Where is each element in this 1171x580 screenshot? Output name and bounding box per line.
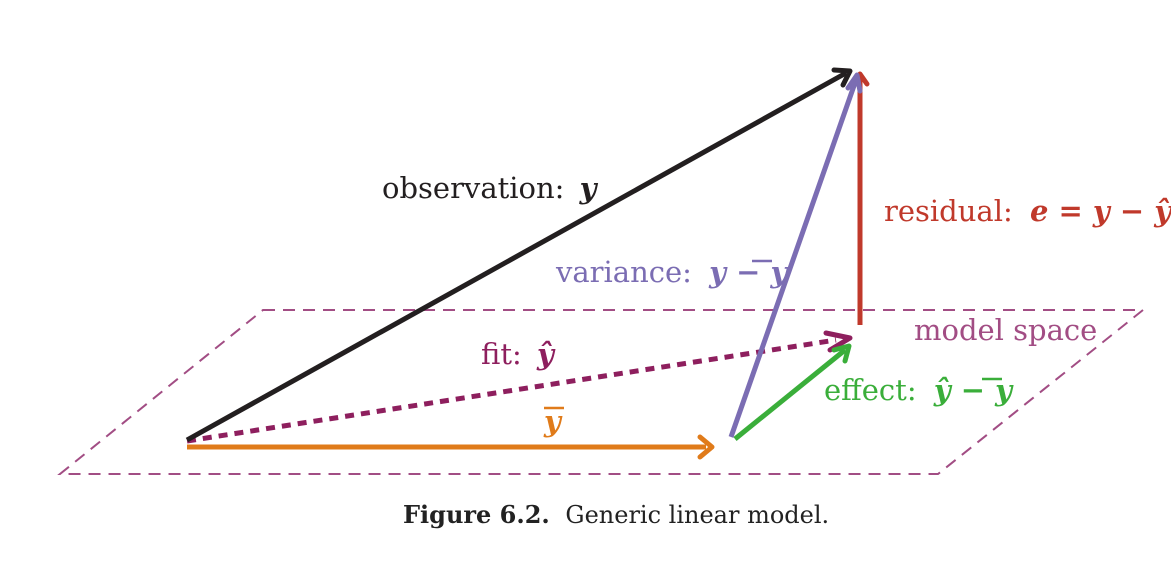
variance-label-text: variance: xyxy=(555,255,692,289)
model-space-label: model space xyxy=(914,313,1097,347)
figure-caption: Figure 6.2. Generic linear model. xyxy=(403,500,829,529)
fit-vector xyxy=(186,337,837,444)
residual-label: residual: e = y − ŷ xyxy=(884,194,1171,228)
fit-label-math: ŷ xyxy=(536,337,556,371)
effect-vector xyxy=(733,348,847,441)
mean-arrowhead xyxy=(697,434,715,460)
figure-caption-text: Generic linear model. xyxy=(565,501,829,529)
figure-number: Figure 6.2. xyxy=(403,500,550,529)
variance-label-math: y − y xyxy=(708,255,789,289)
observation-label-math: y xyxy=(579,171,599,205)
variance-vector xyxy=(728,79,859,438)
fit-label-text: fit: xyxy=(481,337,522,371)
fit-label: fit: ŷ xyxy=(481,337,556,371)
residual-label-math: e = y − ŷ xyxy=(1030,194,1171,228)
fit-arrowhead xyxy=(823,330,853,353)
variance-label: variance: y − y xyxy=(555,255,790,289)
observation-label-text: observation: xyxy=(382,171,564,205)
mean-label: y xyxy=(543,404,563,438)
model-space-plane xyxy=(57,309,1146,475)
effect-arrowhead xyxy=(831,343,852,364)
effect-label-text: effect: xyxy=(824,373,917,407)
observation-arrowhead xyxy=(831,67,853,88)
observation-label: observation: y xyxy=(382,171,599,205)
residual-label-text: residual: xyxy=(884,194,1013,228)
observation-vector xyxy=(185,70,848,443)
variance-arrowhead xyxy=(845,72,863,94)
